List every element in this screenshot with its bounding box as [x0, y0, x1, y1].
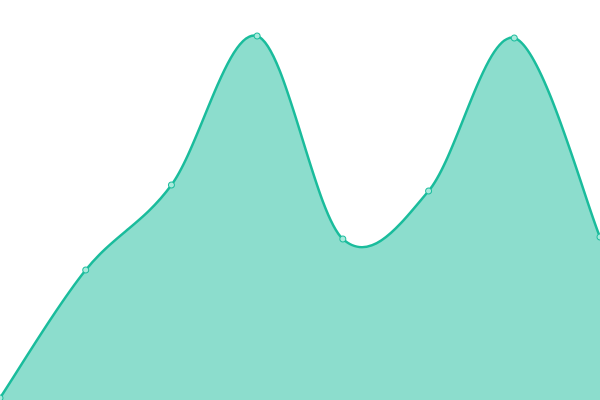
- point: [425, 187, 433, 195]
- point: [0, 394, 4, 400]
- point: [510, 34, 518, 42]
- point: [167, 181, 175, 189]
- point: [82, 266, 90, 274]
- area-fill: [0, 35, 600, 400]
- point: [253, 32, 261, 40]
- point: [339, 235, 347, 243]
- point: [596, 233, 600, 241]
